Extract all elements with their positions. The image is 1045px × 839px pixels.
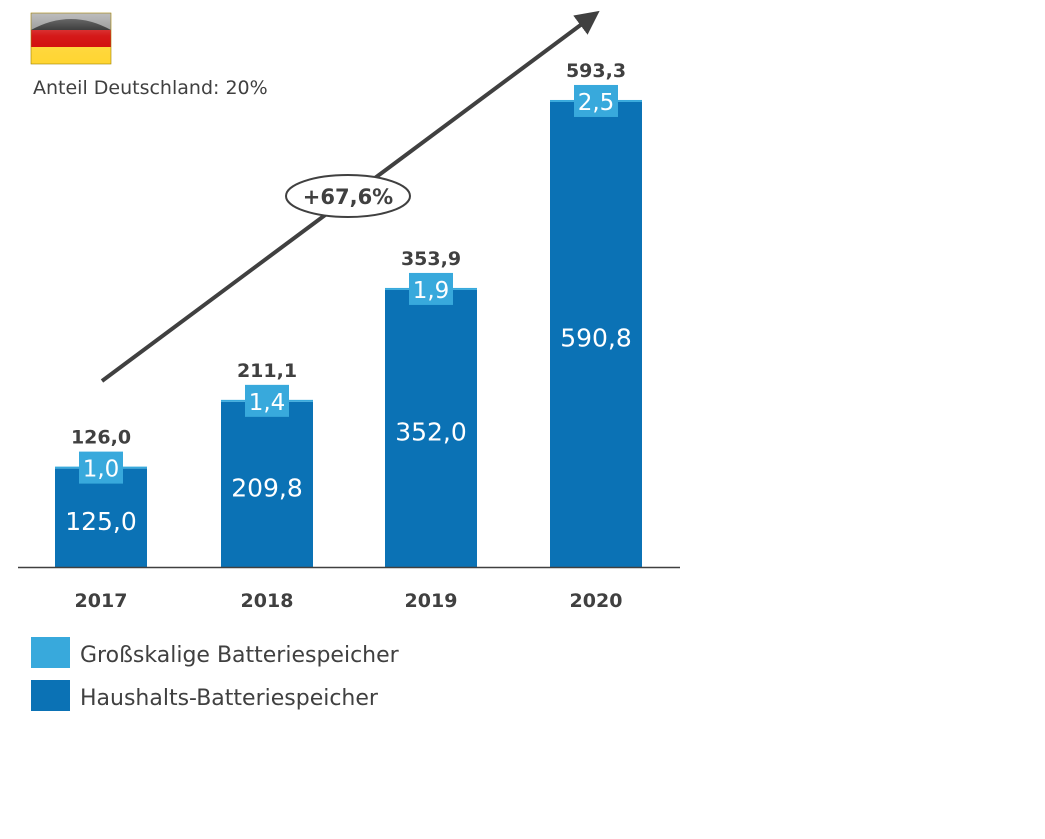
- bar-household-2017: [55, 468, 147, 567]
- data-label-box-large-scale-2018: [245, 384, 289, 417]
- total-label-2017: 126,0: [71, 427, 131, 449]
- data-label-large-scale-2018: 1,4: [249, 390, 286, 416]
- total-label-2018: 211,1: [237, 360, 297, 382]
- data-label-household-2018: 209,8: [231, 473, 303, 502]
- legend-label-large-scale: Großskalige Batteriespeicher: [80, 643, 400, 668]
- data-label-household-2017: 125,0: [65, 507, 137, 536]
- bar-household-2020: [550, 101, 642, 567]
- growth-label: +67,6%: [303, 185, 393, 209]
- share-text: Anteil Deutschland: 20%: [33, 77, 268, 99]
- bar-household-2018: [221, 401, 313, 567]
- data-label-box-large-scale-2019: [409, 272, 453, 305]
- germany-flag-icon: [30, 12, 112, 65]
- x-tick-label-2020: 2020: [570, 590, 623, 612]
- legend: Großskalige Batteriespeicher Haushalts-B…: [31, 637, 400, 711]
- x-tick-label-2017: 2017: [75, 590, 128, 612]
- total-label-2020: 593,3: [566, 60, 626, 82]
- growth-ellipse: [285, 174, 411, 218]
- legend-swatch-large-scale: [31, 637, 70, 668]
- data-label-large-scale-2017: 1,0: [83, 457, 120, 483]
- x-tick-label-2018: 2018: [241, 590, 294, 612]
- legend-label-household: Haushalts-Batteriespeicher: [80, 686, 379, 711]
- total-label-2019: 353,9: [401, 248, 461, 270]
- x-tick-label-2019: 2019: [405, 590, 458, 612]
- data-label-household-2019: 352,0: [395, 417, 467, 446]
- data-label-box-large-scale-2017: [79, 451, 123, 484]
- data-label-box-large-scale-2020: [574, 84, 618, 117]
- data-label-household-2020: 590,8: [560, 323, 632, 352]
- bar-household-2019: [385, 289, 477, 567]
- legend-swatch-household: [31, 680, 70, 711]
- data-label-large-scale-2020: 2,5: [578, 90, 615, 116]
- data-label-large-scale-2019: 1,9: [413, 278, 450, 304]
